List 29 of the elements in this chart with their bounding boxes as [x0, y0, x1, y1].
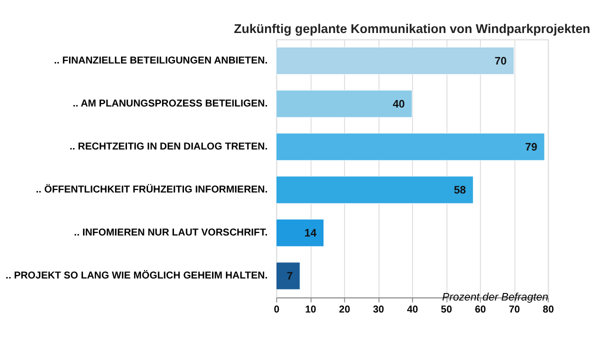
x-tick-label: 60 — [474, 304, 486, 316]
x-axis-title: Prozent der Befragten — [442, 292, 548, 304]
x-tick-label: 50 — [440, 304, 452, 316]
x-tick-label: 30 — [373, 304, 385, 316]
x-tick-label: 0 — [274, 304, 280, 316]
y-tick-label: .. AM PLANUNGSPROZESS BETEILIGEN. — [72, 98, 268, 110]
x-tick-label: 80 — [542, 304, 554, 316]
x-tick-label: 20 — [339, 304, 351, 316]
bar — [276, 219, 324, 247]
y-tick-label: .. RECHTZEITIG IN DEN DIALOG TRETEN. — [70, 142, 268, 153]
data-label: 7 — [286, 270, 293, 283]
data-label: 58 — [454, 184, 466, 196]
bar — [276, 90, 412, 118]
data-label: 70 — [494, 55, 507, 68]
x-tick-label: 70 — [508, 304, 520, 316]
y-tick-label: .. PROJEKT SO LANG WIE MÖGLICH GEHEIM HALTEN. — [6, 270, 268, 282]
x-tick-label: 10 — [305, 304, 317, 316]
x-tick-label: 40 — [406, 304, 418, 316]
y-tick-label: .. ÖFFENTLICHKEIT FRÜHZEITIG INFORMIEREN. — [36, 184, 268, 196]
data-label: 79 — [525, 141, 538, 154]
bar — [276, 176, 474, 204]
chart-title: Zukünftig geplante Kommunikation von Windparkprojekten — [234, 22, 590, 36]
bar — [276, 47, 514, 75]
y-tick-label: .. FINANZIELLE BETEILIGUNGEN ANBIETEN. — [54, 56, 268, 67]
bar — [276, 262, 300, 290]
data-label: 40 — [392, 98, 405, 110]
data-label: 14 — [304, 228, 317, 240]
y-tick-label: .. INFOMIEREN NUR LAUT VORSCHRIFT. — [74, 228, 268, 239]
bar — [276, 133, 545, 161]
